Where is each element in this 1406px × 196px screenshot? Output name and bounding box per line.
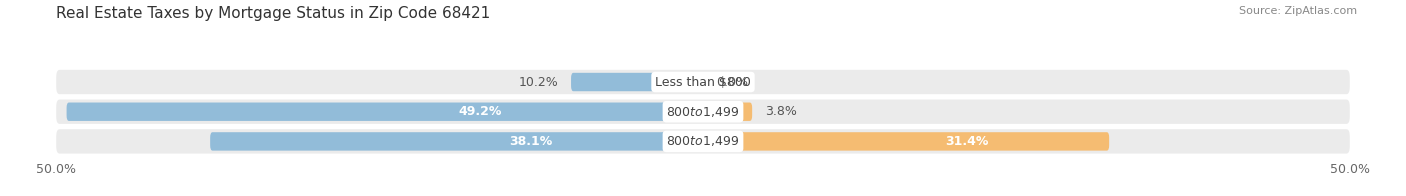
FancyBboxPatch shape xyxy=(703,103,752,121)
Text: Real Estate Taxes by Mortgage Status in Zip Code 68421: Real Estate Taxes by Mortgage Status in … xyxy=(56,6,491,21)
Legend: Without Mortgage, With Mortgage: Without Mortgage, With Mortgage xyxy=(569,192,837,196)
FancyBboxPatch shape xyxy=(66,103,703,121)
FancyBboxPatch shape xyxy=(209,132,703,151)
Text: 3.8%: 3.8% xyxy=(765,105,797,118)
FancyBboxPatch shape xyxy=(703,132,1109,151)
FancyBboxPatch shape xyxy=(56,70,1350,94)
Text: Source: ZipAtlas.com: Source: ZipAtlas.com xyxy=(1239,6,1357,16)
Text: 49.2%: 49.2% xyxy=(458,105,502,118)
FancyBboxPatch shape xyxy=(571,73,703,91)
FancyBboxPatch shape xyxy=(56,100,1350,124)
Text: 0.0%: 0.0% xyxy=(716,75,748,89)
Text: Less than $800: Less than $800 xyxy=(655,75,751,89)
Text: 38.1%: 38.1% xyxy=(509,135,553,148)
Text: 10.2%: 10.2% xyxy=(519,75,558,89)
Text: 31.4%: 31.4% xyxy=(945,135,988,148)
Text: $800 to $1,499: $800 to $1,499 xyxy=(666,134,740,148)
FancyBboxPatch shape xyxy=(56,129,1350,154)
Text: $800 to $1,499: $800 to $1,499 xyxy=(666,105,740,119)
